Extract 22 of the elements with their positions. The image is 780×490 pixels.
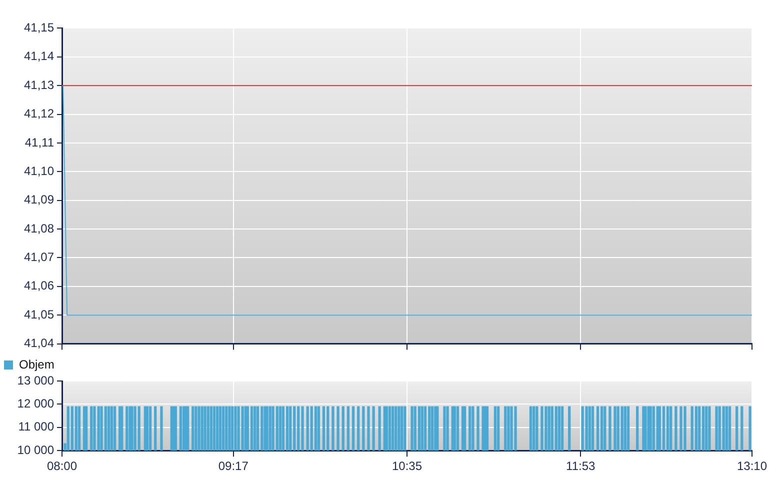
y-tick-label: 41,14 bbox=[24, 49, 54, 64]
y-tick-label: 41,13 bbox=[24, 78, 54, 92]
x-tick-label: 09:17 bbox=[218, 459, 249, 474]
y-tick-label: 41,10 bbox=[24, 164, 54, 178]
y-tick-label: 41,04 bbox=[24, 336, 54, 350]
y-tick-label: 41,09 bbox=[24, 192, 54, 207]
y-tick-label: 11 000 bbox=[18, 420, 54, 434]
y-tick-label: 41,08 bbox=[24, 221, 54, 236]
y-tick-label: 41,12 bbox=[24, 106, 54, 121]
y-tick-label: 41,06 bbox=[24, 278, 54, 293]
y-tick-label: 41,05 bbox=[24, 307, 54, 322]
y-tick-label: 41,11 bbox=[24, 135, 54, 150]
y-tick-label: 12 000 bbox=[17, 396, 54, 411]
x-tick-label: 13:10 bbox=[736, 459, 768, 474]
x-tick-label: 08:00 bbox=[46, 459, 78, 474]
x-tick-label: 11:53 bbox=[566, 459, 596, 474]
y-tick-label: 41,07 bbox=[24, 250, 54, 264]
y-tick-label: 13 000 bbox=[17, 373, 54, 388]
y-tick-label: 41,15 bbox=[24, 20, 54, 35]
y-tick-label: 10 000 bbox=[17, 442, 54, 457]
legend-label: Objem bbox=[19, 357, 54, 372]
x-tick-label: 10:35 bbox=[392, 459, 422, 474]
